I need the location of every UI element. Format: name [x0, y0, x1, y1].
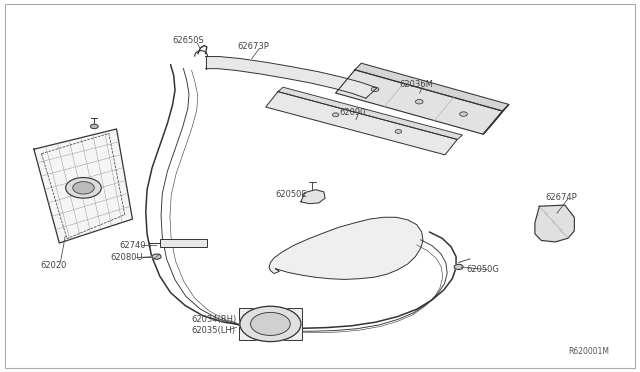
Polygon shape: [205, 57, 377, 98]
Circle shape: [460, 112, 467, 116]
Text: 62740: 62740: [120, 241, 146, 250]
Circle shape: [152, 254, 161, 259]
Polygon shape: [278, 87, 462, 140]
Text: 62034(RH): 62034(RH): [191, 315, 237, 324]
Text: 62080U: 62080U: [110, 253, 143, 262]
Text: 62050G: 62050G: [467, 265, 499, 275]
Circle shape: [73, 182, 94, 194]
Polygon shape: [483, 105, 509, 134]
Polygon shape: [266, 92, 458, 155]
Circle shape: [333, 113, 339, 116]
Text: 62090: 62090: [339, 108, 365, 117]
Circle shape: [251, 312, 291, 336]
Polygon shape: [34, 129, 132, 243]
Text: 62674P: 62674P: [546, 193, 577, 202]
Polygon shape: [335, 70, 502, 134]
Polygon shape: [355, 63, 509, 111]
Text: 62050E: 62050E: [275, 190, 307, 199]
Circle shape: [415, 100, 423, 104]
Text: 62036M: 62036M: [399, 80, 433, 89]
Polygon shape: [269, 217, 423, 279]
Circle shape: [240, 306, 301, 341]
Polygon shape: [301, 190, 325, 203]
Text: R620001M: R620001M: [568, 347, 609, 356]
Polygon shape: [535, 205, 574, 242]
Text: 62035(LH): 62035(LH): [191, 326, 236, 335]
Circle shape: [66, 177, 101, 198]
Text: 62673P: 62673P: [237, 42, 269, 51]
Text: 62650S: 62650S: [173, 36, 204, 45]
Circle shape: [371, 87, 379, 92]
Bar: [160, 239, 207, 247]
Circle shape: [90, 124, 98, 129]
Circle shape: [454, 264, 463, 269]
Bar: [239, 308, 301, 340]
Circle shape: [396, 129, 402, 133]
Text: 62020: 62020: [40, 260, 67, 270]
